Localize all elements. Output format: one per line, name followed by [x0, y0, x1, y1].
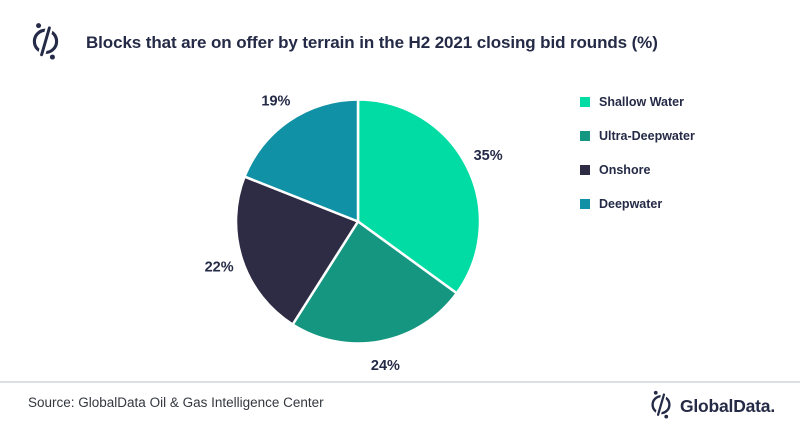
source-text: Source: GlobalData Oil & Gas Intelligenc… — [28, 395, 324, 410]
legend-item-deepwater: Deepwater — [580, 196, 695, 211]
legend-label: Ultra-Deepwater — [599, 128, 695, 143]
pie-value-label: 35% — [474, 148, 503, 164]
pie-value-label: 24% — [371, 358, 400, 374]
pie-value-label: 22% — [205, 260, 234, 276]
brand-wordmark: GlobalData. — [679, 396, 775, 416]
legend-swatch — [580, 164, 590, 175]
legend-label: Deepwater — [599, 196, 663, 211]
legend-label: Onshore — [599, 162, 651, 177]
legend-item-shallow-water: Shallow Water — [580, 94, 695, 109]
legend-item-ultra-deepwater: Ultra-Deepwater — [580, 128, 695, 143]
legend-label: Shallow Water — [599, 94, 684, 109]
pie-value-label: 19% — [261, 94, 290, 110]
legend-swatch — [580, 96, 590, 107]
globaldata-percent-circle-icon — [647, 388, 675, 425]
legend-swatch — [580, 130, 590, 141]
pie-slice-deepwater — [243, 98, 360, 223]
page-title: Blocks that are on offer by terrain in t… — [86, 33, 658, 52]
footer-brand: GlobalData. — [647, 388, 775, 425]
legend-swatch — [580, 198, 590, 209]
pie-slice-ultra-deepwater — [291, 220, 458, 345]
pie-slice-onshore — [234, 175, 360, 326]
footer-separator — [0, 381, 800, 383]
chart-legend: Shallow Water Ultra-Deepwater Onshore Deepw… — [580, 95, 695, 231]
pie-slice-shallow-water — [356, 98, 482, 295]
legend-item-onshore: Onshore — [580, 162, 695, 177]
globaldata-percent-circle-icon — [27, 21, 64, 63]
